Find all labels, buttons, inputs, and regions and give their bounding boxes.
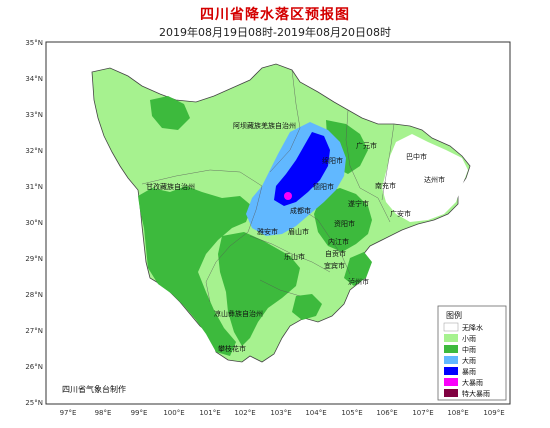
lat-tick-label: 34°N: [25, 75, 43, 83]
region-label-deyang: 德阳市: [313, 182, 334, 191]
lat-tick-label: 25°N: [25, 399, 43, 407]
prefecture-boundaries: [141, 69, 395, 303]
region-label-meishan: 眉山市: [288, 227, 309, 236]
map-title: 四川省降水落区预报图: [200, 7, 350, 23]
lat-tick-label: 32°N: [25, 147, 43, 155]
legend-label: 大暴雨: [462, 378, 483, 387]
lon-tick-label: 102°E: [234, 409, 255, 417]
legend-label: 中雨: [462, 345, 476, 354]
region-label-zigong: 自贡市: [325, 249, 346, 258]
region-label-guangyuan: 广元市: [356, 141, 377, 150]
region-label-ziyang: 资阳市: [334, 219, 355, 228]
lon-tick-label: 99°E: [131, 409, 148, 417]
lon-tick-label: 107°E: [412, 409, 433, 417]
region-label-yibin: 宜宾市: [324, 261, 345, 270]
lon-tick-label: 97°E: [60, 409, 77, 417]
lon-tick-label: 100°E: [163, 409, 184, 417]
region-label-nanchong: 南充市: [375, 181, 396, 190]
legend-swatch-rainstorm: [444, 367, 458, 375]
legend-label: 小雨: [462, 334, 476, 343]
maker-text: 四川省气象台制作: [62, 384, 126, 394]
legend-label: 暴雨: [462, 368, 476, 376]
legend-swatch-moderate-rain: [444, 345, 458, 353]
lat-tick-label: 27°N: [25, 327, 43, 335]
lon-tick-label: 108°E: [447, 409, 468, 417]
lat-tick-label: 30°N: [25, 219, 43, 227]
lon-tick-label: 101°E: [199, 409, 220, 417]
map-subtitle: 2019年08月19日08时-2019年08月20日08时: [159, 26, 391, 39]
region-label-mianyang: 绵阳市: [322, 156, 343, 165]
legend-swatch-extreme-rainstorm: [444, 389, 458, 397]
lat-tick-label: 31°N: [25, 183, 43, 191]
region-label-bazhong: 巴中市: [406, 152, 427, 161]
legend: 图例 无降水 小雨 中雨 大雨 暴雨 大暴雨 特大暴雨: [437, 305, 507, 401]
lon-tick-label: 103°E: [270, 409, 291, 417]
lon-tick-label: 98°E: [95, 409, 112, 417]
legend-swatch-no-rain: [443, 322, 459, 332]
lon-tick-label: 106°E: [376, 409, 397, 417]
region-label-yaan: 雅安市: [257, 227, 278, 236]
legend-label: 特大暴雨: [462, 389, 490, 398]
region-label-aba: 阿坝藏族羌族自治州: [233, 121, 296, 130]
region-label-luzhou: 泸州市: [348, 277, 369, 286]
longitude-axis: 97°E 98°E 99°E 100°E 101°E 102°E 103°E 1…: [60, 409, 505, 417]
rainstorm-area: [274, 132, 330, 206]
region-label-dazhou: 达州市: [424, 175, 445, 184]
lat-tick-label: 35°N: [25, 39, 43, 47]
lon-tick-label: 109°E: [483, 409, 504, 417]
no-rain-area: [382, 134, 468, 222]
legend-label: 大雨: [462, 356, 476, 365]
region-labels: 阿坝藏族羌族自治州 甘孜藏族自治州 凉山彝族自治州 广元市 巴中市 绵阳市 达州…: [146, 121, 445, 353]
lon-tick-label: 105°E: [341, 409, 362, 417]
region-label-liangshan: 凉山彝族自治州: [214, 309, 263, 318]
legend-title: 图例: [446, 310, 462, 320]
region-label-guangan: 广安市: [390, 209, 411, 218]
lat-tick-label: 33°N: [25, 111, 43, 119]
legend-swatch-heavy-rainstorm: [444, 378, 458, 386]
region-label-neijiang: 内江市: [328, 237, 349, 246]
region-label-suining: 遂宁市: [348, 199, 369, 208]
legend-swatch-light-rain: [444, 334, 458, 342]
torrential-rain-spot: [284, 192, 292, 200]
region-label-chengdu: 成都市: [290, 206, 311, 215]
legend-swatch-heavy-rain: [444, 356, 458, 364]
region-label-panzhihua: 攀枝花市: [218, 344, 246, 353]
region-label-leshan: 乐山市: [284, 252, 305, 261]
lat-tick-label: 26°N: [25, 363, 43, 371]
lon-tick-label: 104°E: [305, 409, 326, 417]
latitude-axis: 35°N 34°N 33°N 32°N 31°N 30°N 29°N 28°N …: [25, 39, 43, 407]
region-label-ganzi: 甘孜藏族自治州: [146, 182, 195, 191]
legend-label: 无降水: [462, 323, 483, 332]
lat-tick-label: 28°N: [25, 291, 43, 299]
lat-tick-label: 29°N: [25, 255, 43, 263]
